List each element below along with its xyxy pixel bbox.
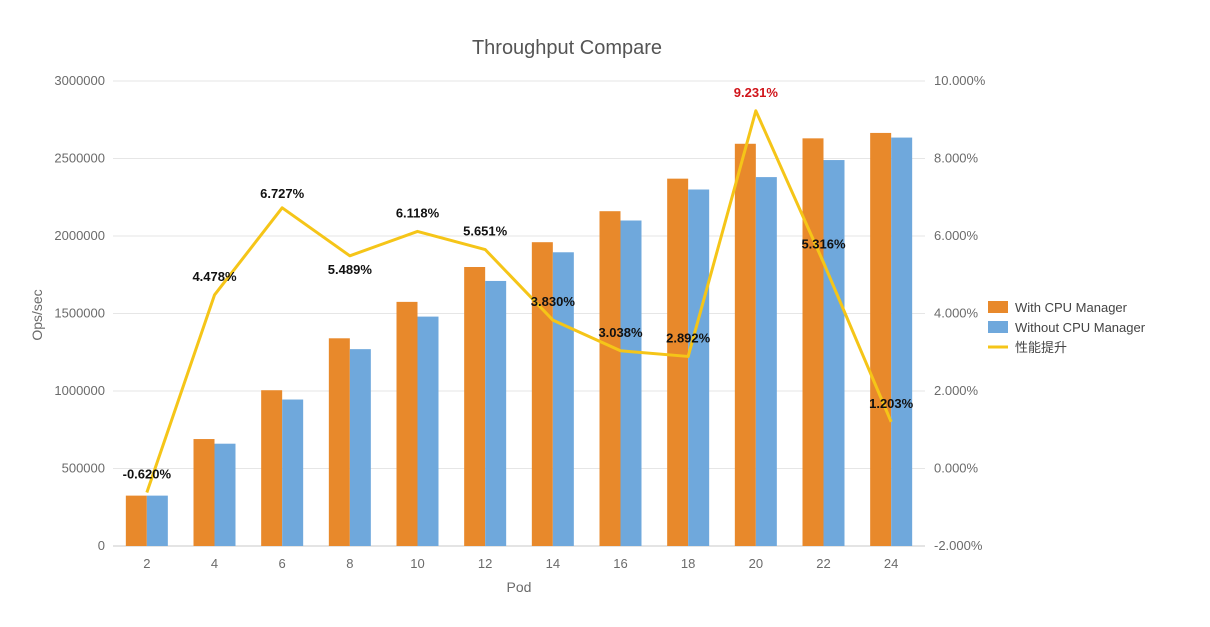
y-tick-label: 1500000 <box>54 306 105 321</box>
x-tick-label: 12 <box>478 556 492 571</box>
y2-tick-label: 4.000% <box>934 306 979 321</box>
x-tick-label: 16 <box>613 556 627 571</box>
bar-with-cpu-manager <box>125 495 147 546</box>
y2-tick-label: 0.000% <box>934 461 979 476</box>
bar-without-cpu-manager <box>755 177 777 546</box>
bar-with-cpu-manager <box>193 439 215 546</box>
x-axis-label: Pod <box>507 579 532 595</box>
improvement-data-label: 2.892% <box>666 330 711 345</box>
legend-swatch <box>988 301 1008 313</box>
bar-without-cpu-manager <box>282 399 304 546</box>
x-tick-label: 8 <box>346 556 353 571</box>
improvement-data-label: 5.651% <box>463 224 508 239</box>
bar-without-cpu-manager <box>823 160 845 547</box>
y-tick-label: 500000 <box>62 461 105 476</box>
improvement-line <box>145 109 893 494</box>
legend-swatch <box>988 321 1008 333</box>
x-tick-label: 6 <box>279 556 286 571</box>
bar-without-cpu-manager <box>146 495 168 546</box>
bar-without-cpu-manager <box>485 280 507 546</box>
improvement-labels: -0.620% 4.478% 6.727% 5.489% 6.118% 5.651% 3.8… <box>123 85 914 482</box>
bar-without-cpu-manager <box>214 443 236 546</box>
legend: With CPU Manager Without CPU Manager 性能提升 <box>988 300 1146 355</box>
improvement-data-label: 4.478% <box>192 269 237 284</box>
x-tick-label: 2 <box>143 556 150 571</box>
x-tick-label: 14 <box>546 556 560 571</box>
y2-tick-label: -2.000% <box>934 538 983 553</box>
x-tick-label: 24 <box>884 556 898 571</box>
x-tick-label: 4 <box>211 556 218 571</box>
chart-title: Throughput Compare <box>472 37 662 59</box>
bar-without-cpu-manager <box>349 349 371 546</box>
bar-without-cpu-manager <box>688 189 710 546</box>
x-tick-label: 10 <box>410 556 424 571</box>
y-tick-label: 2500000 <box>54 151 105 166</box>
y-tick-label: 1000000 <box>54 383 105 398</box>
bar-without-cpu-manager <box>891 137 913 546</box>
improvement-data-label: 1.203% <box>869 396 914 411</box>
bar-with-cpu-manager <box>531 242 553 546</box>
improvement-data-label: 3.830% <box>531 294 576 309</box>
bar-without-cpu-manager <box>417 316 439 546</box>
y-axis-label: Ops/sec <box>29 289 45 340</box>
bar-without-cpu-manager <box>620 220 642 546</box>
x-tick-label: 22 <box>816 556 830 571</box>
y2-tick-label: 6.000% <box>934 228 979 243</box>
y2-tick-label: 2.000% <box>934 383 979 398</box>
legend-entry: Without CPU Manager <box>1015 320 1146 335</box>
bar-with-cpu-manager <box>802 138 824 546</box>
improvement-data-label: 6.118% <box>396 205 440 220</box>
bar-with-cpu-manager <box>599 211 621 546</box>
improvement-line-path <box>145 109 893 494</box>
bar-with-cpu-manager <box>328 338 350 546</box>
bar-with-cpu-manager <box>667 178 689 546</box>
y-tick-label: 3000000 <box>54 73 105 88</box>
x-tick-label: 18 <box>681 556 695 571</box>
bar-with-cpu-manager <box>734 143 756 546</box>
bar-with-cpu-manager <box>261 390 283 546</box>
bar-with-cpu-manager <box>464 267 486 546</box>
legend-entry: 性能提升 <box>1015 340 1067 355</box>
improvement-data-label: 9.231% <box>734 85 779 100</box>
axes: 0 500000 1000000 1500000 2000000 2500000 30000… <box>54 73 985 571</box>
improvement-data-label: 5.489% <box>328 262 373 277</box>
x-tick-label: 20 <box>749 556 763 571</box>
y-tick-label: 0 <box>98 538 105 553</box>
grid-lines <box>113 80 925 547</box>
improvement-data-label: 5.316% <box>801 237 846 252</box>
bar-with-cpu-manager <box>870 132 892 547</box>
y2-tick-label: 10.000% <box>934 73 986 88</box>
bar-with-cpu-manager <box>396 301 418 546</box>
improvement-data-label: 3.038% <box>598 325 643 340</box>
improvement-data-label: -0.620% <box>123 467 172 482</box>
y2-tick-label: 8.000% <box>934 151 979 166</box>
improvement-data-label: 6.727% <box>260 186 305 201</box>
legend-entry: With CPU Manager <box>1015 300 1128 315</box>
y-tick-label: 2000000 <box>54 228 105 243</box>
